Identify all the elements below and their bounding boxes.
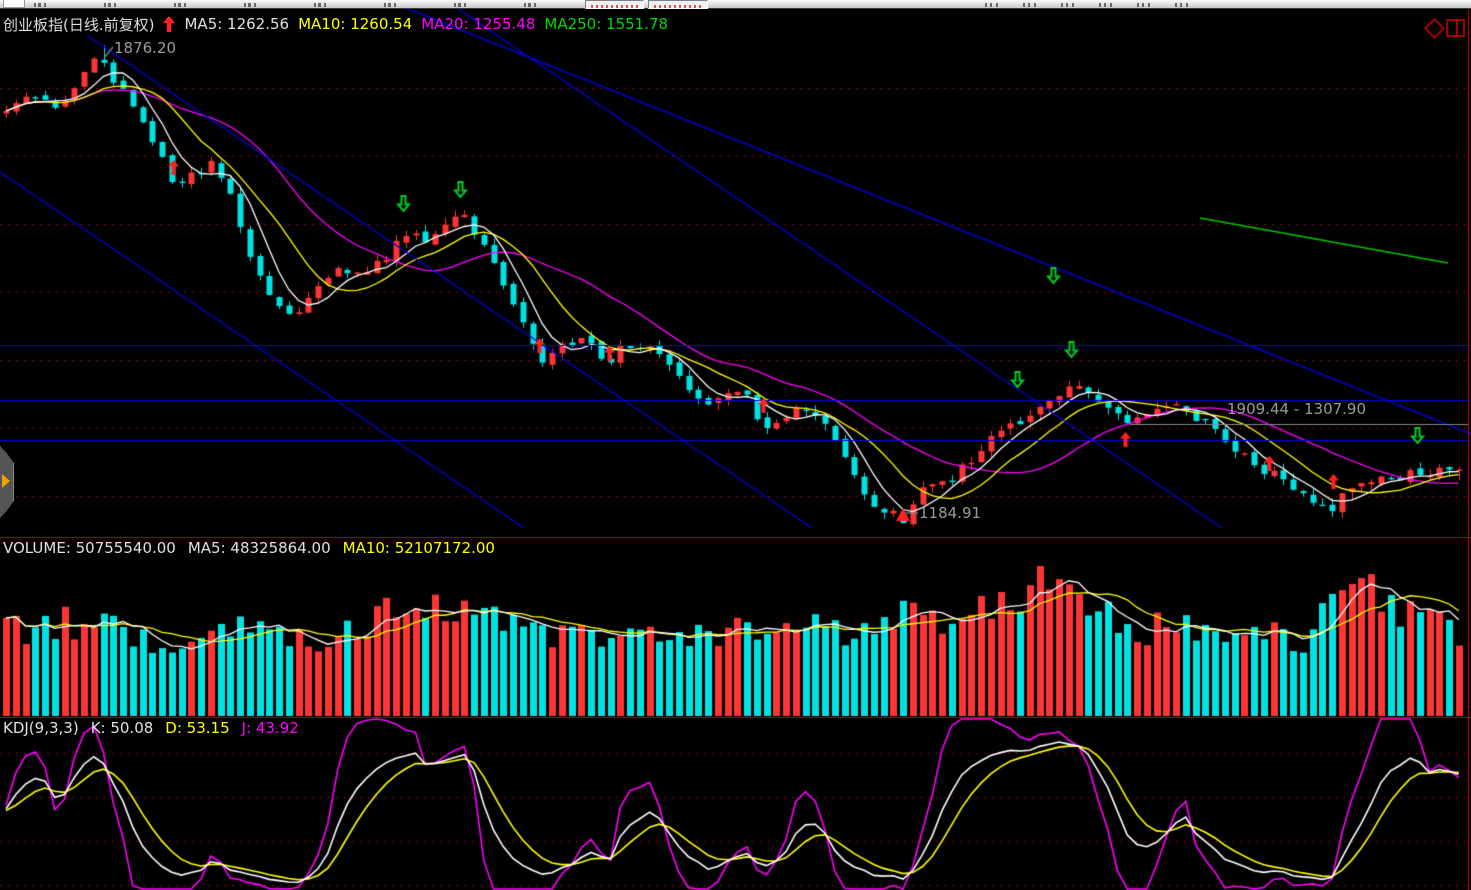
index-quote-box-2 [648, 0, 708, 9]
kdj-j-label: J: 43.92 [241, 719, 299, 737]
kdj-d-label: D: 53.15 [165, 719, 230, 737]
ma20-label: MA20: 1255.48 [421, 15, 536, 33]
clipped-red-digits [591, 5, 638, 8]
ma250-label: MA250: 1551.78 [544, 15, 669, 33]
kdj-params-label: KDJ(9,3,3) [3, 719, 79, 737]
low-price-label: 1184.91 [919, 504, 982, 522]
kdj-k-label: K: 50.08 [90, 719, 154, 737]
window-split-icon[interactable] [1446, 19, 1465, 37]
volume-label-row: VOLUME: 50755540.00 MA5: 48325864.00 MA1… [3, 539, 495, 557]
ma5-label: MA5: 1262.56 [184, 15, 290, 33]
kdj-label-row: KDJ(9,3,3) K: 50.08 D: 53.15 J: 43.92 [3, 719, 299, 737]
trendline-range-label: 1909.44 - 1307.90 [1227, 400, 1367, 418]
document-icon[interactable] [3, 0, 25, 8]
menu-bar[interactable] [0, 0, 1471, 9]
volume-value-label: VOLUME: 50755540.00 [3, 539, 176, 557]
chart-title-row: 创业板指(日线.前复权) MA5: 1262.56 MA10: 1260.54 … [3, 14, 668, 34]
expand-arrow-icon [2, 474, 10, 488]
volume-ma10-label: MA10: 52107172.00 [342, 539, 495, 557]
clipped-red-digits [654, 5, 702, 8]
toolbar-text-clipped [985, 3, 1213, 7]
high-price-label: 1876.20 [114, 39, 177, 57]
index-quote-box-1 [585, 0, 644, 9]
ma10-label: MA10: 1260.54 [298, 15, 413, 33]
instrument-title[interactable]: 创业板指(日线.前复权) [3, 15, 155, 34]
up-arrow-icon [163, 16, 176, 32]
menu-items-clipped[interactable] [34, 3, 574, 7]
volume-ma5-label: MA5: 48325864.00 [187, 539, 331, 557]
